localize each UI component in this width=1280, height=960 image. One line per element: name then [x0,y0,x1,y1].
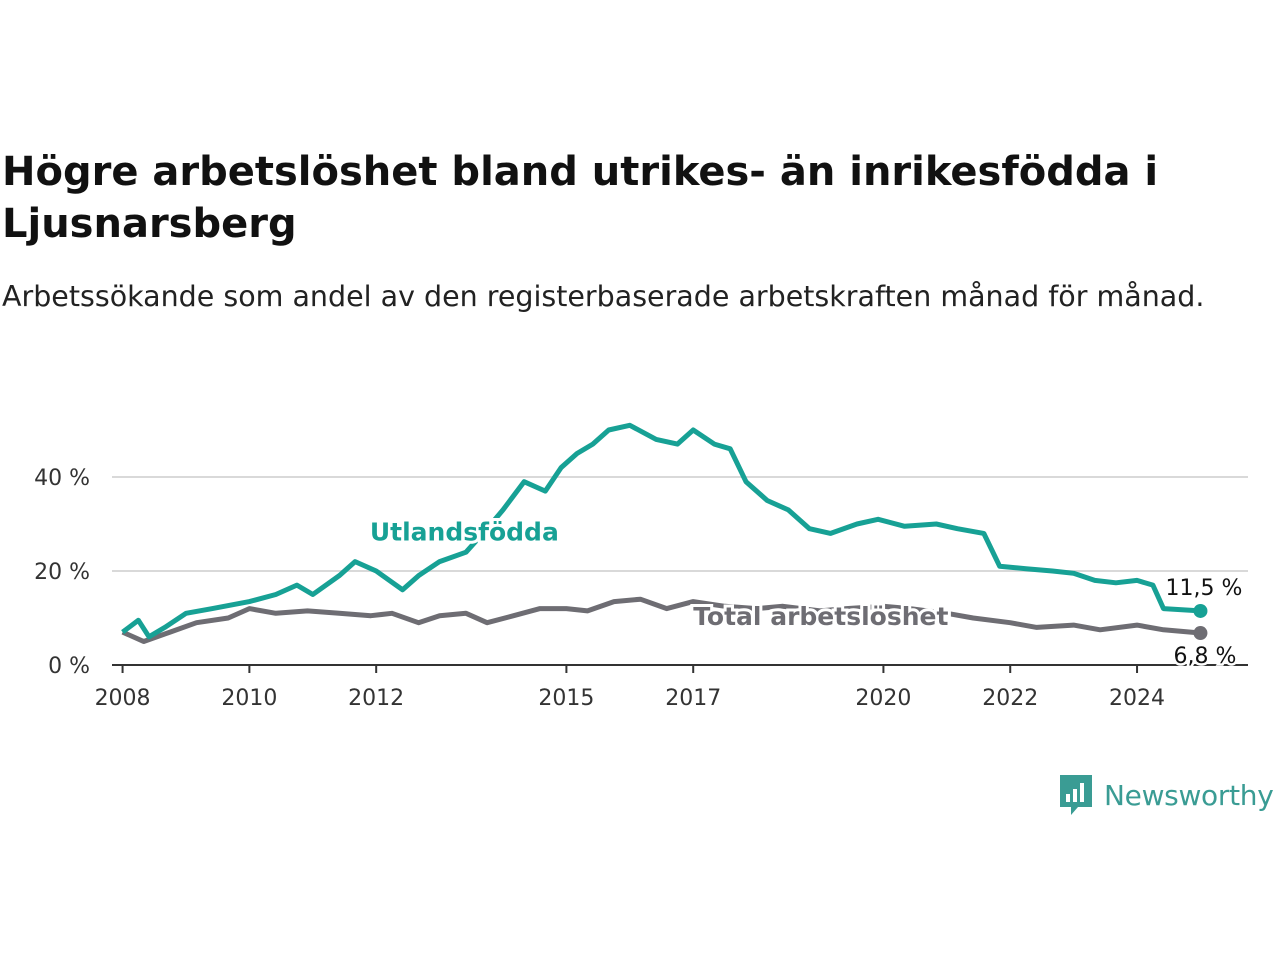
chart-subtitle: Arbetssökande som andel av den registerb… [2,280,1205,313]
end-point-total [1193,626,1208,641]
end-value-utlandsfodda: 11,5 % [1166,576,1243,601]
y-tick-label: 40 % [34,466,90,491]
brand-name: Newsworthy [1104,778,1274,812]
newsworthy-chart-bubble-icon [1060,775,1092,815]
series-lines [121,422,1208,644]
series-label-utlandsfodda: Utlandsfödda [370,517,559,546]
series-label-total: Total arbetslöshet [693,602,948,631]
x-tick-label: 2012 [348,686,404,711]
y-tick-label: 0 % [48,654,90,679]
end-value-total: 6,8 % [1174,644,1237,669]
x-tick-label: 2017 [665,686,721,711]
y-tick-label: 20 % [34,560,90,585]
line-chart: 0 % 20 % 40 % 2008 2010 2012 2015 2017 2020 2022… [34,422,1248,711]
x-tick-label: 2010 [221,686,277,711]
x-tick-label: 2020 [855,686,911,711]
newsworthy-logo: Newsworthy [1058,772,1274,818]
y-axis-ticks: 0 % 20 % 40 % [34,466,90,679]
x-tick-label: 2015 [538,686,594,711]
x-tick-label: 2022 [982,686,1038,711]
chart-title: Högre arbetslöshet bland utrikes- än inr… [2,149,1159,247]
series-line-utlandsfodda [121,422,1201,640]
series-line-total [121,596,1201,644]
x-axis-ticks: 2008 2010 2012 2015 2017 2020 2022 2024 [95,665,1165,711]
x-tick-label: 2024 [1109,686,1165,711]
gridlines [112,476,1248,572]
series-labels: Utlandsfödda Total arbetslöshet 11,5 % 6… [367,514,1245,671]
x-tick-label: 2008 [95,686,151,711]
end-point-utlandsfodda [1193,603,1208,618]
